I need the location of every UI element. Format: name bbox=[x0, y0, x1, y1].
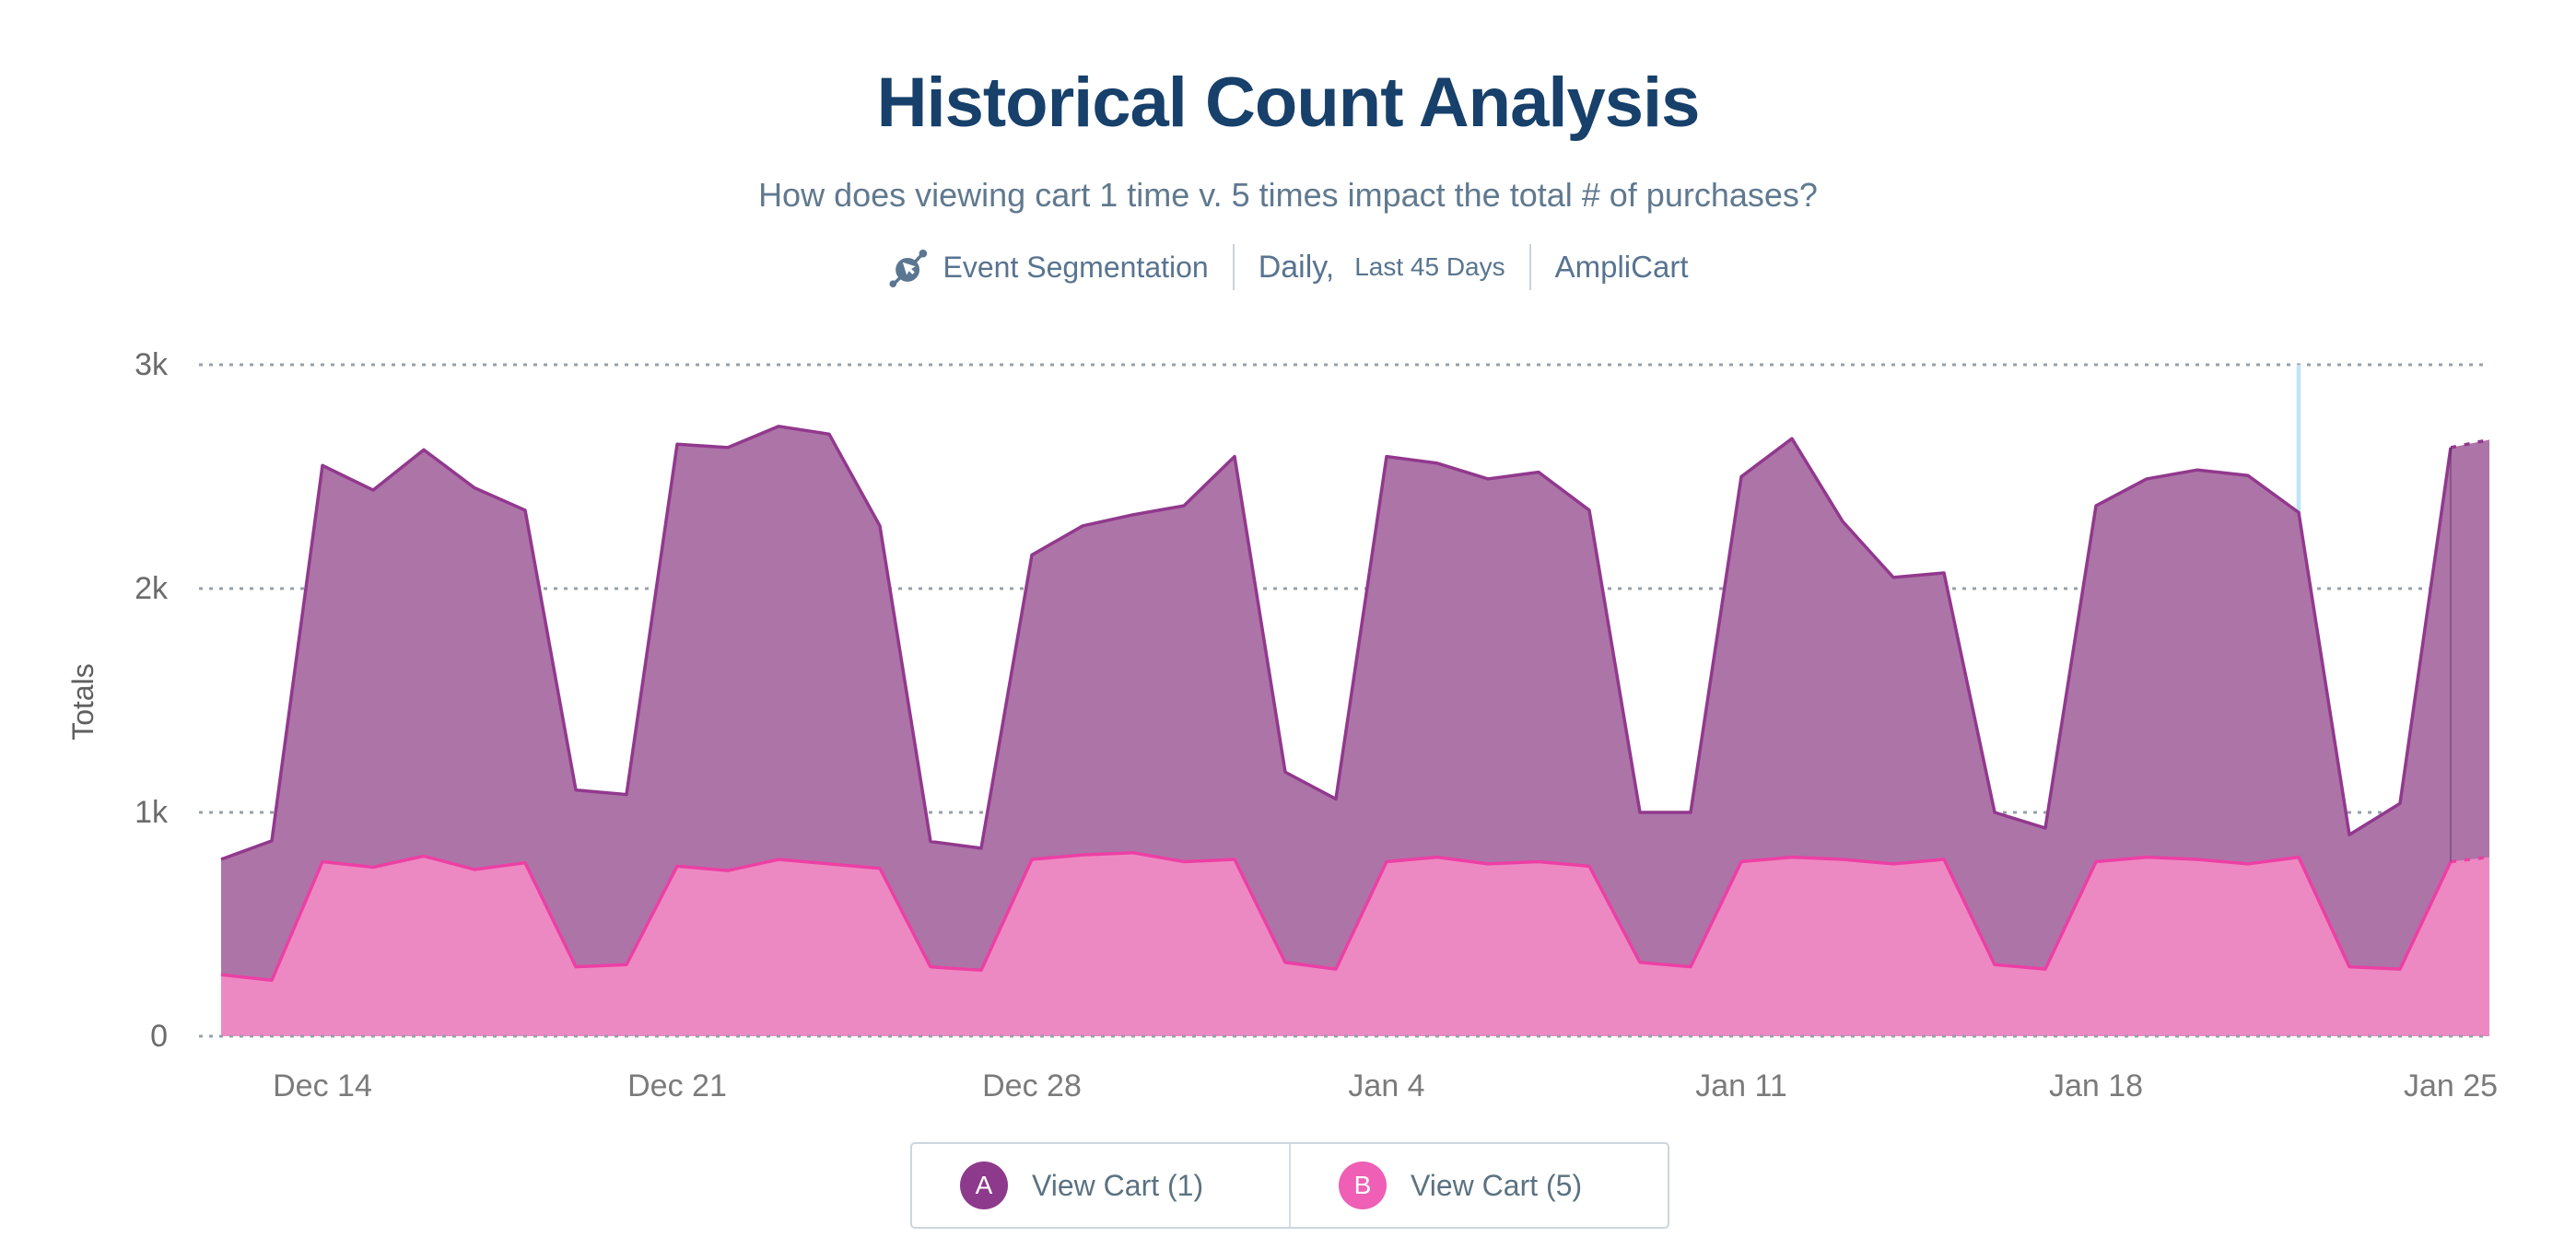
x-tick-label: Jan 11 bbox=[1695, 1068, 1787, 1103]
partial-period-edge bbox=[2450, 855, 2490, 864]
event-segmentation-icon bbox=[888, 249, 927, 288]
x-tick-label: Dec 21 bbox=[627, 1068, 727, 1103]
meta-project: AmpliCart bbox=[1554, 250, 1689, 284]
chart-subtitle: How does viewing cart 1 time v. 5 times … bbox=[758, 176, 1818, 214]
series-b-badge: B bbox=[1339, 1161, 1387, 1209]
legend-item-view-cart-1[interactable]: A View Cart (1) bbox=[912, 1144, 1289, 1227]
y-tick-label: 1k bbox=[135, 795, 169, 830]
meta-chart-type: Event Segmentation bbox=[888, 246, 1209, 288]
legend: A View Cart (1) B View Cart (5) bbox=[910, 1142, 1669, 1229]
chart-meta: Event Segmentation Daily, Last 45 Days A… bbox=[0, 244, 2576, 290]
legend-label-view-cart-1: View Cart (1) bbox=[1032, 1168, 1204, 1202]
line-view-cart-1- bbox=[220, 425, 2453, 861]
meta-date-range: Daily, Last 45 Days bbox=[1259, 250, 1505, 286]
x-tick-label: Jan 4 bbox=[1348, 1068, 1424, 1103]
page-title: Historical Count Analysis bbox=[876, 64, 1701, 142]
meta-chart-type-label: Event Segmentation bbox=[943, 250, 1209, 284]
meta-divider bbox=[1528, 244, 1531, 290]
line-view-cart-5- bbox=[220, 850, 2453, 982]
x-tick-label: Dec 14 bbox=[273, 1068, 372, 1103]
chart-header: Historical Count Analysis How does viewi… bbox=[0, 0, 2576, 290]
legend-divider bbox=[1289, 1144, 1291, 1227]
legend-label-view-cart-5: View Cart (5) bbox=[1411, 1168, 1583, 1202]
series-a-badge: A bbox=[960, 1161, 1008, 1209]
x-tick-label: Jan 25 bbox=[2404, 1068, 2498, 1103]
meta-divider bbox=[1232, 244, 1235, 290]
x-tick-label: Dec 28 bbox=[982, 1068, 1082, 1103]
y-tick-label: 3k bbox=[135, 347, 169, 382]
y-tick-label: 2k bbox=[135, 571, 169, 606]
partial-period-edge bbox=[2450, 438, 2490, 449]
x-tick-label: Jan 18 bbox=[2049, 1068, 2143, 1103]
meta-granularity: Daily, bbox=[1258, 249, 1335, 285]
area-view-cart-5-[interactable] bbox=[221, 852, 2489, 1036]
legend-item-view-cart-5[interactable]: B View Cart (5) bbox=[1291, 1144, 1668, 1227]
y-tick-label: 0 bbox=[150, 1019, 168, 1054]
meta-range: Last 45 Days bbox=[1354, 252, 1505, 281]
